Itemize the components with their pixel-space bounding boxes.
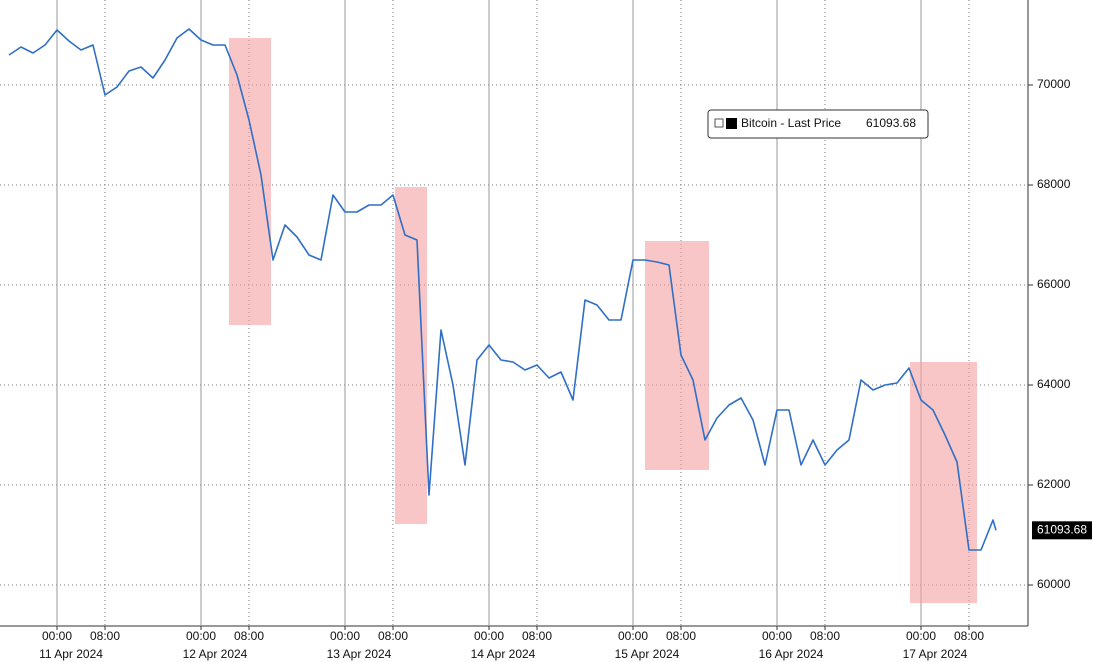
legend-toggle	[714, 118, 724, 128]
x-tick-label: 08:00	[90, 629, 120, 643]
legend-label: Bitcoin - Last Price	[741, 116, 841, 130]
highlight-box	[229, 38, 271, 325]
x-tick-label: 08:00	[234, 629, 264, 643]
date-label: 14 Apr 2024	[471, 647, 536, 661]
y-tick-label: 62000	[1037, 477, 1071, 491]
date-label: 12 Apr 2024	[183, 647, 248, 661]
legend-value: 61093.68	[866, 116, 916, 130]
y-tick-label: 68000	[1037, 177, 1071, 191]
y-tick-label: 60000	[1037, 577, 1071, 591]
x-tick-label: 00:00	[42, 629, 72, 643]
date-label: 11 Apr 2024	[39, 647, 103, 661]
legend-swatch	[726, 118, 737, 129]
last-price-tag	[1032, 521, 1092, 540]
x-tick-label: 00:00	[906, 629, 936, 643]
legend-box	[707, 109, 929, 139]
x-tick-label: 00:00	[186, 629, 216, 643]
date-label: 15 Apr 2024	[615, 647, 680, 661]
y-tick-label: 70000	[1037, 77, 1071, 91]
x-tick-label: 08:00	[378, 629, 408, 643]
last-price-label: 61093.68	[1037, 522, 1087, 536]
x-tick-label: 00:00	[618, 629, 648, 643]
highlight-box	[645, 241, 709, 470]
price-line	[8, 28, 997, 551]
date-label: 16 Apr 2024	[759, 647, 824, 661]
x-tick-label: 00:00	[762, 629, 792, 643]
x-tick-label: 00:00	[330, 629, 360, 643]
highlight-box	[910, 362, 977, 603]
date-label: 17 Apr 2024	[903, 647, 968, 661]
y-tick-label: 64000	[1037, 377, 1071, 391]
x-tick-label: 00:00	[474, 629, 504, 643]
y-tick-label: 66000	[1037, 277, 1071, 291]
x-tick-label: 08:00	[666, 629, 696, 643]
x-tick-label: 08:00	[810, 629, 840, 643]
x-tick-label: 08:00	[522, 629, 552, 643]
x-tick-label: 08:00	[954, 629, 984, 643]
date-label: 13 Apr 2024	[327, 647, 392, 661]
legend: Bitcoin - Last Price 61093.68	[707, 109, 929, 139]
